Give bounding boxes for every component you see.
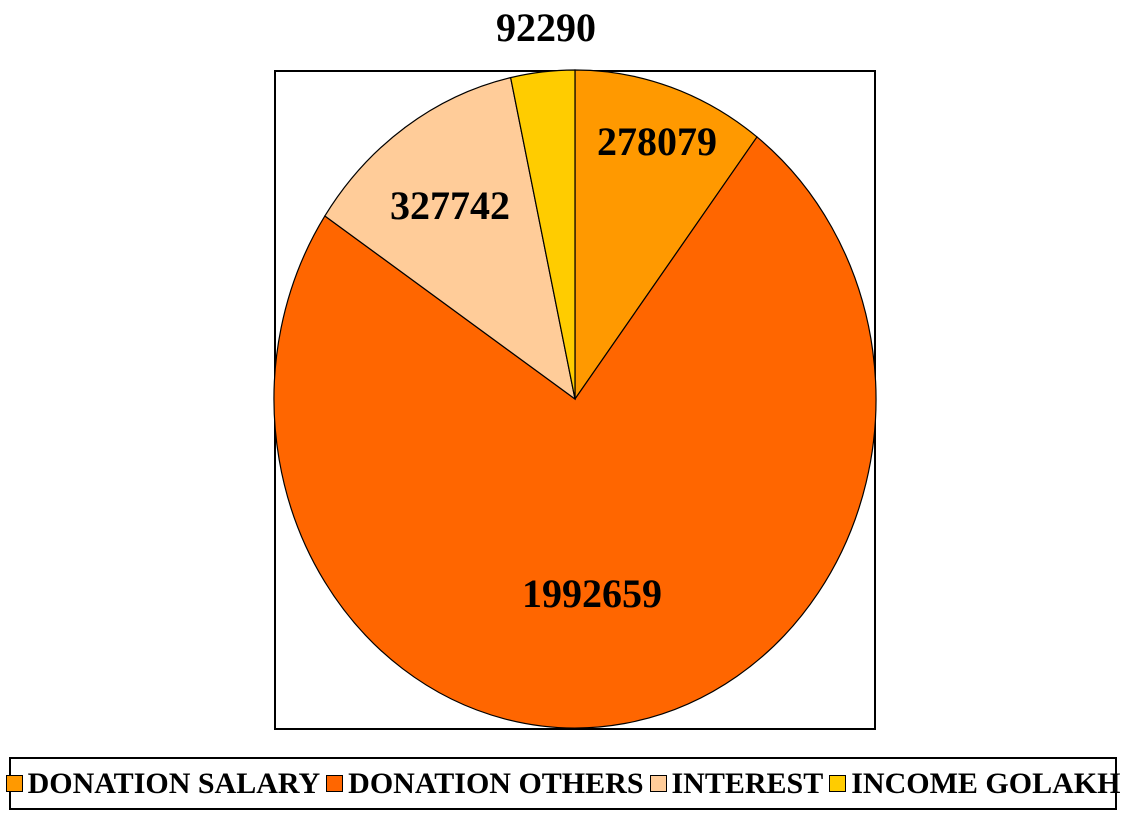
data-label-interest: 327742 (390, 183, 510, 228)
legend-swatch (5, 775, 23, 792)
chart-legend: DONATION SALARY DONATION OTHERS INTEREST IN… (5, 757, 1120, 810)
data-label-donation-salary: 278079 (597, 119, 717, 164)
legend-label: DONATION SALARY (27, 766, 321, 800)
legend-swatch (326, 775, 344, 792)
data-label-income-golakh: 92290 (496, 5, 596, 50)
pie-slice-interest (324, 76, 576, 401)
pie-slice-donation-others (273, 136, 877, 729)
legend-swatch (649, 775, 667, 792)
legend-item-donation-salary: DONATION SALARY (5, 766, 321, 801)
legend-label: INTEREST (671, 766, 824, 800)
pie-slice-income-golakh (509, 69, 576, 400)
pie-slice-donation-salary (574, 69, 758, 401)
legend-swatch (829, 775, 847, 792)
data-label-donation-others: 1992659 (522, 571, 662, 616)
legend-item-income-golakh: INCOME GOLAKH (829, 767, 1120, 801)
pie-slices (273, 69, 877, 729)
legend-label: DONATION OTHERS (348, 766, 644, 800)
legend-label: INCOME GOLAKH (851, 766, 1121, 800)
legend-item-interest: INTEREST (649, 766, 824, 801)
legend-item-donation-others: DONATION OTHERS (326, 766, 644, 801)
pie-data-labels: 278079 1992659 327742 92290 (390, 5, 717, 616)
